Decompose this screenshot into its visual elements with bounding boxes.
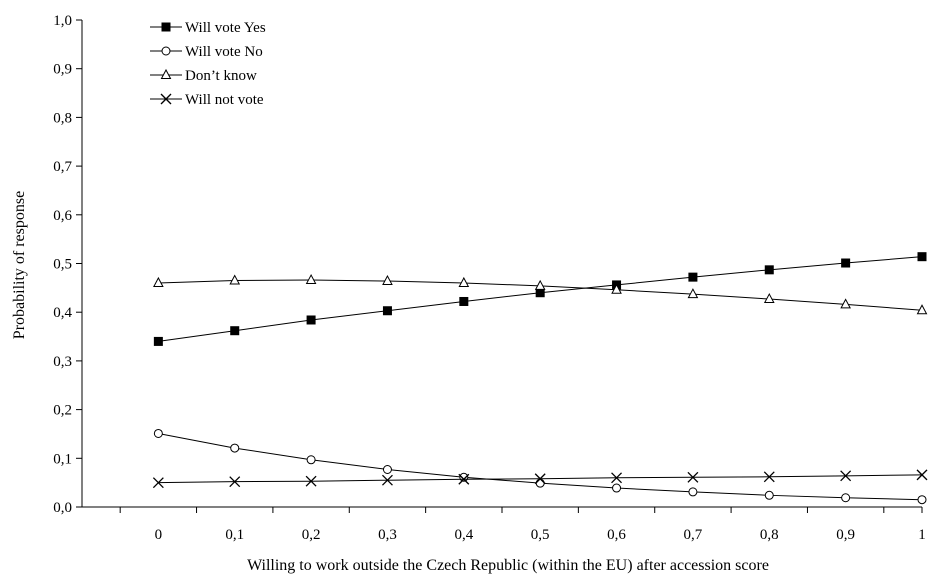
- legend-item: Will vote No: [150, 44, 263, 60]
- data-point: [305, 475, 317, 487]
- y-tick-label: 0,9: [53, 62, 72, 78]
- data-point: [382, 306, 392, 316]
- legend-label: Don’t know: [185, 68, 257, 84]
- data-point: [763, 471, 775, 483]
- data-point: [381, 474, 393, 486]
- series-line: [158, 432, 923, 501]
- data-point: [687, 288, 699, 299]
- legend-marker: [160, 68, 172, 79]
- legend-label: Will vote No: [185, 44, 263, 60]
- data-point: [841, 258, 851, 268]
- data-point: [459, 296, 469, 306]
- data-point: [840, 470, 852, 482]
- legend: Will vote Yes Will vote No Don’t know Will …: [150, 20, 266, 108]
- data-point: [688, 272, 698, 282]
- data-point: [153, 276, 164, 287]
- data-point: [229, 274, 241, 285]
- x-tick-label: 0,7: [684, 527, 703, 543]
- data-point: [230, 326, 240, 336]
- x-tick-label: 0: [155, 527, 163, 543]
- data-point: [535, 288, 545, 298]
- data-point: [917, 252, 927, 262]
- x-tick-label: 0,1: [225, 527, 244, 543]
- data-point: [687, 471, 699, 483]
- data-point: [688, 487, 698, 497]
- legend-label: Will vote Yes: [185, 20, 266, 36]
- legend-item: Will not vote: [150, 92, 264, 108]
- data-point: [611, 472, 623, 484]
- y-tick-label: 0,2: [53, 403, 72, 419]
- y-tick-label: 0,8: [53, 110, 72, 126]
- data-point: [611, 283, 622, 294]
- data-point: [152, 477, 164, 489]
- y-axis-label: Probability of response: [11, 191, 28, 339]
- y-axis-ticks: 0,0 0,1 0,2 0,3 0,4 0,5 0,6 0,7 0,8 0,9 1,0: [53, 13, 82, 516]
- data-point: [458, 473, 470, 485]
- legend-item: Will vote Yes: [150, 20, 266, 36]
- data-point: [306, 455, 316, 465]
- legend-label: Will not vote: [185, 92, 264, 108]
- x-tick-label: 0,4: [454, 527, 473, 543]
- data-point: [841, 493, 851, 503]
- x-tick-label: 0,8: [760, 527, 779, 543]
- data-point: [230, 443, 240, 453]
- y-tick-label: 0,0: [53, 500, 72, 516]
- x-axis-ticks: 0 0,1 0,2 0,3 0,4 0,5 0,6 0,7 0,8 0,9 1: [119, 507, 926, 543]
- data-point: [764, 265, 774, 275]
- data-point: [763, 292, 775, 304]
- data-point: [612, 483, 622, 493]
- data-point: [534, 473, 546, 485]
- x-axis-label: Willing to work outside the Czech Republ…: [247, 557, 769, 574]
- y-tick-label: 0,3: [53, 354, 72, 370]
- legend-marker: [161, 22, 171, 32]
- y-tick-label: 0,1: [53, 451, 72, 467]
- x-tick-label: 0,6: [607, 527, 626, 543]
- data-point: [382, 274, 393, 286]
- data-point: [535, 478, 545, 488]
- series-will-not-vote: [152, 469, 928, 489]
- data-point: [916, 469, 928, 481]
- data-point: [917, 495, 927, 505]
- x-tick-label: 0,2: [302, 527, 321, 543]
- data-point: [458, 276, 470, 287]
- data-point: [916, 304, 928, 315]
- legend-marker: [161, 46, 171, 56]
- series-layer: [152, 252, 928, 505]
- legend-item: Don’t know: [150, 68, 257, 84]
- data-point: [229, 476, 241, 488]
- series-will-vote-yes: [153, 252, 927, 346]
- data-point: [534, 279, 546, 290]
- x-tick-label: 0,9: [836, 527, 855, 543]
- series-line: [158, 256, 923, 342]
- data-point: [306, 315, 316, 325]
- x-tick-label: 0,5: [531, 527, 550, 543]
- y-tick-label: 0,7: [53, 159, 72, 175]
- y-tick-label: 0,6: [53, 208, 72, 224]
- data-point: [382, 465, 392, 475]
- data-point: [840, 298, 851, 309]
- series-will-vote-no: [153, 428, 927, 505]
- legend-marker: [160, 93, 172, 105]
- y-tick-label: 0,4: [53, 305, 72, 321]
- x-tick-label: 1: [918, 527, 926, 543]
- series-don-t-know: [153, 273, 928, 315]
- data-point: [153, 336, 163, 346]
- data-point: [305, 273, 317, 285]
- y-tick-label: 1,0: [53, 13, 72, 29]
- x-tick-label: 0,3: [378, 527, 397, 543]
- data-point: [764, 490, 774, 500]
- data-point: [153, 428, 163, 438]
- y-tick-label: 0,5: [53, 257, 72, 273]
